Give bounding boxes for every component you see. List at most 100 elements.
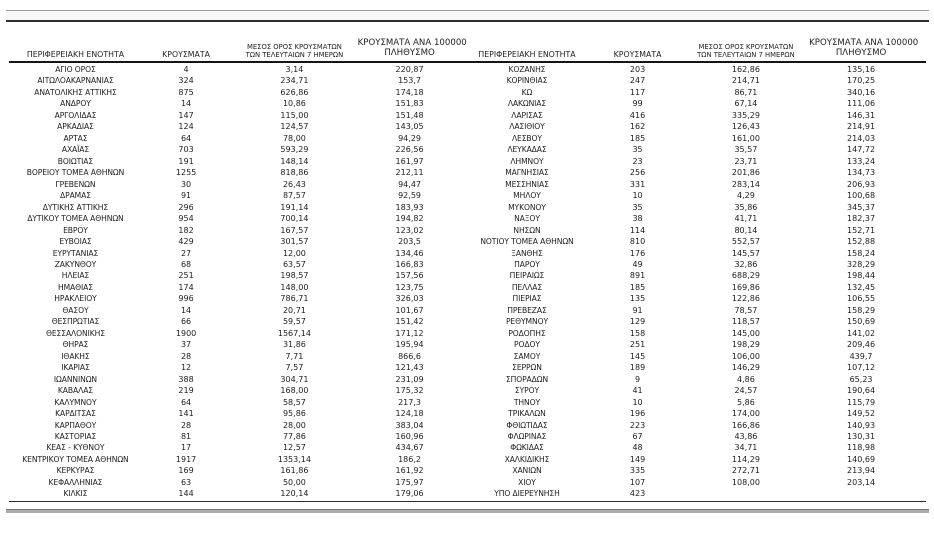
table-row: ΑΡΚΑΔΙΑΣ 124 124,57 143,05 bbox=[10, 121, 462, 132]
cases-cell: 99 bbox=[632, 99, 643, 109]
per100k-cell: 151,42 bbox=[395, 317, 424, 327]
cases-cell: 203 bbox=[629, 65, 646, 74]
cases-cell: 296 bbox=[178, 202, 194, 212]
table-row: ΘΕΣΣΑΛΟΝΙΚΗΣ 1900 1567,14 171,12 bbox=[10, 328, 462, 339]
cases-cell: 81 bbox=[180, 432, 192, 441]
table-body: ΑΓΙΟ ΟΡΟΣ 4 3,14 220,87 ΑΙΤΩΛΟΑΚΑΡΝΑΝΙΑΣ 324 2… bbox=[10, 61, 462, 500]
per100k-cell: 340,16 bbox=[847, 87, 876, 97]
cases-cell: 169 bbox=[178, 466, 194, 476]
top-divider-thin bbox=[6, 10, 929, 11]
table-header-row: ΠΕΡΙΦΕΡΕΙΑΚΗ ΕΝΟΤΗΤΑ ΚΡΟΥΣΜΑΤΑ ΜΕΣΟΣ ΟΡΟ… bbox=[462, 30, 918, 61]
region-cell: ΛΑΡΙΣΑΣ bbox=[511, 110, 543, 120]
table-row: ΚΟΡΙΝΘΙΑΣ 247 214,71 170,25 bbox=[462, 75, 914, 86]
avg7-cell: 23,71 bbox=[734, 156, 758, 166]
avg7-cell: 145,00 bbox=[731, 328, 760, 338]
region-cell: ΚΑΡΔΙΤΣΑΣ bbox=[55, 409, 96, 419]
avg7-cell: 78,00 bbox=[282, 133, 306, 143]
per100k-cell: 153,7 bbox=[398, 76, 421, 86]
tables-container: ΠΕΡΙΦΕΡΕΙΑΚΗ ΕΝΟΤΗΤΑ ΚΡΟΥΣΜΑΤΑ ΜΕΣΟΣ ΟΡΟ… bbox=[10, 30, 918, 500]
table-row: ΣΥΡΟΥ 41 24,57 190,64 bbox=[462, 385, 914, 396]
per100k-cell: 152,88 bbox=[847, 237, 876, 247]
cases-cell: 10 bbox=[632, 191, 643, 201]
avg7-cell: 7,57 bbox=[285, 363, 304, 373]
per100k-cell: 171,12 bbox=[395, 328, 424, 338]
cases-cell: 91 bbox=[180, 191, 192, 201]
avg7-cell: 146,29 bbox=[731, 363, 760, 373]
avg7-cell: 1353,14 bbox=[277, 454, 311, 464]
table-row: ΝΑΞΟΥ 38 41,71 182,37 bbox=[462, 213, 914, 224]
avg7-cell: 167,57 bbox=[280, 225, 309, 235]
avg7-cell: 106,00 bbox=[731, 351, 760, 361]
avg7-cell: 10,86 bbox=[282, 99, 306, 109]
region-cell: ΚΑΒΑΛΑΣ bbox=[57, 386, 93, 396]
table-row: ΧΑΛΚΙΔΙΚΗΣ 149 114,29 140,69 bbox=[462, 454, 914, 465]
avg7-cell: 78,57 bbox=[734, 305, 758, 315]
table-row: ΡΟΔΟΠΗΣ 158 145,00 141,02 bbox=[462, 328, 914, 339]
avg7-cell: 31,86 bbox=[282, 340, 306, 350]
per100k-cell: 141,02 bbox=[847, 328, 876, 338]
per100k-cell: 345,37 bbox=[847, 202, 876, 212]
table-row: ΕΥΒΟΙΑΣ 429 301,57 203,5 bbox=[10, 236, 462, 247]
per100k-cell: 111,06 bbox=[847, 99, 876, 109]
table-row: ΣΠΟΡΑΔΩΝ 9 4,86 65,23 bbox=[462, 374, 914, 385]
table-row: ΧΑΝΙΩΝ 335 272,71 213,94 bbox=[462, 465, 914, 476]
table-bottom-border bbox=[9, 501, 926, 502]
region-cell: ΥΠΟ ΔΙΕΡΕΥΝΗΣΗ bbox=[494, 489, 560, 499]
region-cell: ΜΥΚΟΝΟΥ bbox=[508, 202, 546, 212]
avg7-cell: 67,14 bbox=[734, 99, 758, 109]
avg7-cell: 818,86 bbox=[280, 168, 309, 178]
region-cell: ΚΙΛΚΙΣ bbox=[63, 489, 88, 499]
region-cell: ΕΒΡΟΥ bbox=[63, 225, 88, 235]
column-header-region: ΠΕΡΙΦΕΡΕΙΑΚΗ ΕΝΟΤΗΤΑ bbox=[478, 49, 576, 59]
region-cell: ΙΩΑΝΝΙΝΩΝ bbox=[53, 374, 98, 384]
avg7-cell: 1567,14 bbox=[277, 328, 311, 338]
column-header-cases: ΚΡΟΥΣΜΑΤΑ bbox=[162, 49, 210, 59]
per100k-cell: 123,75 bbox=[395, 282, 424, 292]
avg7-cell: 161,86 bbox=[280, 466, 309, 476]
table-row: ΔΥΤΙΚΗΣ ΑΤΤΙΚΗΣ 296 191,14 183,93 bbox=[10, 202, 462, 213]
region-cell: ΦΛΩΡΙΝΑΣ bbox=[507, 432, 547, 441]
cases-cell: 141 bbox=[178, 409, 194, 419]
cases-cell: 185 bbox=[629, 133, 646, 143]
per100k-cell: 134,46 bbox=[395, 248, 424, 258]
table-row: ΘΕΣΠΡΩΤΙΑΣ 66 59,57 151,42 bbox=[10, 316, 462, 327]
cases-cell: 67 bbox=[632, 432, 643, 441]
region-cell: ΑΙΤΩΛΟΑΚΑΡΝΑΝΙΑΣ bbox=[37, 76, 114, 86]
region-cell: ΝΑΞΟΥ bbox=[514, 214, 540, 224]
table-row: ΚΕΑΣ - ΚΥΘΝΟΥ 17 12,57 434,67 bbox=[10, 442, 462, 453]
avg7-cell: 145,57 bbox=[731, 248, 760, 258]
table-header-row: ΠΕΡΙΦΕΡΕΙΑΚΗ ΕΝΟΤΗΤΑ ΚΡΟΥΣΜΑΤΑ ΜΕΣΟΣ ΟΡΟ… bbox=[10, 30, 467, 61]
per100k-cell: 101,67 bbox=[395, 305, 424, 315]
cases-cell: 91 bbox=[632, 305, 643, 315]
region-cell: ΔΥΤΙΚΗΣ ΑΤΤΙΚΗΣ bbox=[42, 202, 109, 212]
table-row: ΠΕΛΛΑΣ 185 169,86 132,45 bbox=[462, 282, 914, 293]
table-row: ΚΟΖΑΝΗΣ 203 162,86 135,16 bbox=[462, 64, 914, 75]
region-cell: ΝΟΤΙΟΥ ΤΟΜΕΑ ΑΘΗΝΩΝ bbox=[480, 237, 574, 247]
per100k-cell: 150,69 bbox=[847, 317, 876, 327]
avg7-cell: 77,86 bbox=[282, 432, 306, 441]
avg7-cell: 24,57 bbox=[734, 386, 758, 396]
per100k-cell: 439,7 bbox=[849, 351, 873, 361]
region-cell: ΑΝΑΤΟΛΙΚΗΣ ΑΤΤΙΚΗΣ bbox=[34, 87, 117, 97]
column-header-cases-per-100k: ΚΡΟΥΣΜΑΤΑ ΑΝΑ 100000 ΠΛΗΘΥΣΜΟ bbox=[357, 37, 467, 58]
per100k-cell: 217,3 bbox=[398, 397, 421, 407]
region-cell: ΣΠΟΡΑΔΩΝ bbox=[505, 374, 549, 384]
avg7-cell: 118,57 bbox=[731, 317, 760, 327]
per100k-cell: 175,32 bbox=[395, 386, 424, 396]
region-cell: ΧΙΟΥ bbox=[518, 477, 536, 487]
cases-cell: 4 bbox=[183, 65, 189, 74]
per100k-cell: 166,83 bbox=[395, 259, 424, 269]
region-cell: ΠΑΡΟΥ bbox=[514, 259, 540, 269]
cases-cell: 124 bbox=[178, 122, 194, 132]
avg7-cell: 95,86 bbox=[282, 409, 306, 419]
avg7-cell: 50,00 bbox=[282, 477, 306, 487]
table-row: ΚΕΦΑΛΛΗΝΙΑΣ 63 50,00 175,97 bbox=[10, 477, 462, 488]
per100k-cell: 195,94 bbox=[395, 340, 424, 350]
column-header-7day-average: ΜΕΣΟΣ ΟΡΟΣ ΚΡΟΥΣΜΑΤΩΝ ΤΩΝ ΤΕΛΕΥΤΑΙΩΝ 7 Η… bbox=[245, 42, 344, 59]
region-cell: ΑΡΓΟΛΙΔΑΣ bbox=[54, 110, 97, 120]
per100k-cell: 146,31 bbox=[847, 110, 876, 120]
per100k-cell: 434,67 bbox=[395, 443, 424, 453]
regional-cases-table-left: ΠΕΡΙΦΕΡΕΙΑΚΗ ΕΝΟΤΗΤΑ ΚΡΟΥΣΜΑΤΑ ΜΕΣΟΣ ΟΡΟ… bbox=[10, 30, 467, 500]
cases-cell: 388 bbox=[178, 374, 194, 384]
cases-cell: 891 bbox=[629, 271, 646, 281]
